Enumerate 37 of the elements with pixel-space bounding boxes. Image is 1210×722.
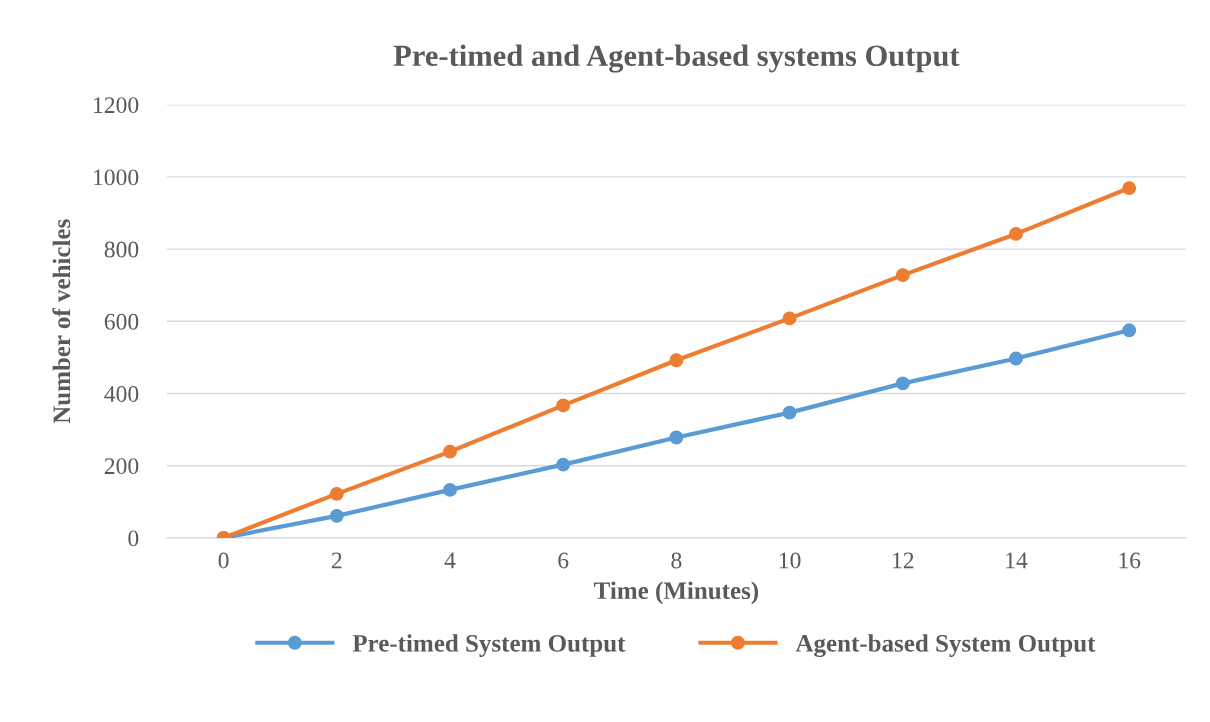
- y-axis-title: Number of vehicles: [52, 219, 71, 424]
- y-tick-label: 0: [128, 530, 139, 547]
- chart-title: Pre-timed and Agent-based systems Output: [393, 44, 960, 73]
- x-axis-title: Time (Minutes): [594, 581, 759, 605]
- point: [895, 268, 910, 283]
- y-tick-label: 1200: [94, 97, 139, 114]
- x-tick-label: 16: [1119, 552, 1141, 569]
- y-tick-label: 400: [104, 385, 139, 402]
- point: [669, 430, 684, 445]
- y-tick-label: 800: [104, 241, 139, 258]
- point: [782, 405, 797, 420]
- point: [1122, 323, 1137, 338]
- y-tick-label: 1000: [94, 169, 139, 186]
- point: [1122, 181, 1137, 196]
- point: [443, 482, 457, 497]
- x-tick-label: 6: [558, 552, 569, 569]
- x-tick-label: 14: [1006, 552, 1028, 569]
- y-tick-label: 200: [104, 458, 139, 475]
- x-tick-label: 0: [218, 552, 229, 569]
- legend-label: Agent-based System Output: [795, 634, 1096, 658]
- x-tick-label: 4: [444, 552, 456, 569]
- x-tick-label: 12: [893, 552, 914, 569]
- x-tick-label: 10: [779, 552, 801, 569]
- point: [443, 444, 457, 459]
- point: [1009, 351, 1023, 366]
- point: [556, 398, 571, 413]
- x-tick-label: 8: [671, 552, 682, 569]
- point: [329, 508, 344, 523]
- point: [669, 353, 684, 368]
- point: [895, 376, 910, 391]
- point: [782, 311, 797, 326]
- legend-label: Pre-timed System Output: [352, 634, 626, 657]
- y-tick-label: 600: [104, 313, 139, 330]
- point: [329, 486, 344, 501]
- point: [1009, 226, 1023, 241]
- point: [556, 457, 571, 472]
- x-tick-label: 2: [331, 552, 342, 569]
